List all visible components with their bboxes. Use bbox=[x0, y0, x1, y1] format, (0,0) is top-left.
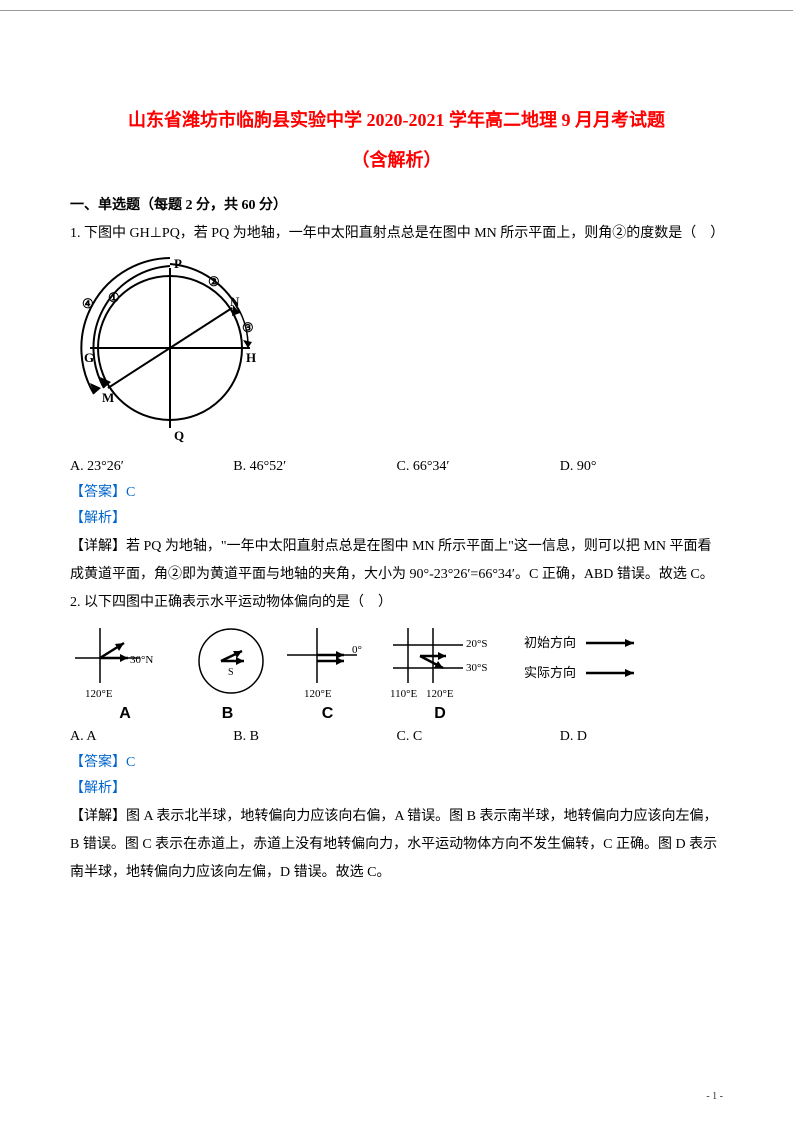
q1-opt-d: D. 90° bbox=[560, 459, 723, 475]
q1-analysis: 【详解】若 PQ 为地轴，"一年中太阳直射点总是在图中 MN 所示平面上"这一信… bbox=[70, 533, 723, 589]
svg-text:N: N bbox=[230, 294, 240, 309]
doc-title-line2: （含解析） bbox=[70, 141, 723, 181]
q2-options: A. A B. B C. C D. D bbox=[70, 729, 723, 745]
svg-text:Q: Q bbox=[174, 428, 184, 443]
section-heading: 一、单选题（每题 2 分，共 60 分） bbox=[70, 194, 723, 214]
q2-label-a: A bbox=[70, 705, 180, 723]
svg-text:G: G bbox=[84, 350, 94, 365]
q2-fig-a: 30°N 120°E bbox=[70, 623, 180, 703]
q2-analysis: 【详解】图 A 表示北半球，地转偏向力应该向右偏，A 错误。图 B 表示南半球，… bbox=[70, 803, 723, 887]
svg-text:①: ① bbox=[108, 290, 120, 305]
svg-text:120°E: 120°E bbox=[85, 688, 113, 700]
svg-text:S: S bbox=[228, 667, 234, 678]
q1-analysis-heading: 【解析】 bbox=[70, 507, 723, 527]
svg-text:0°: 0° bbox=[352, 644, 362, 656]
q1-stem: 1. 下图中 GH⊥PQ，若 PQ 为地轴，一年中太阳直射点总是在图中 MN 所… bbox=[70, 220, 723, 248]
legend-initial-label: 初始方向 bbox=[524, 635, 576, 650]
svg-text:30°S: 30°S bbox=[466, 662, 488, 674]
q2-answer: 【答案】C bbox=[70, 751, 723, 771]
svg-text:P: P bbox=[174, 256, 182, 271]
q2-opt-a: A. A bbox=[70, 729, 233, 745]
doc-title-line1: 山东省潍坊市临朐县实验中学 2020-2021 学年高二地理 9 月月考试题 bbox=[70, 101, 723, 141]
q2-label-d: D bbox=[380, 705, 500, 723]
svg-text:120°E: 120°E bbox=[304, 688, 332, 700]
q2-analysis-heading: 【解析】 bbox=[70, 777, 723, 797]
svg-text:④: ④ bbox=[82, 296, 94, 311]
legend-actual-label: 实际方向 bbox=[524, 665, 576, 680]
q1-opt-c: C. 66°34′ bbox=[397, 459, 560, 475]
svg-text:110°E: 110°E bbox=[390, 688, 417, 700]
svg-text:③: ③ bbox=[242, 320, 254, 335]
q1-opt-a: A. 23°26′ bbox=[70, 459, 233, 475]
q2-fig-c: 0° 120°E bbox=[282, 623, 382, 703]
q2-fig-d: 20°S 30°S 110°E 120°E bbox=[388, 623, 518, 703]
q2-label-c: C bbox=[275, 705, 380, 723]
q2-label-b: B bbox=[180, 705, 275, 723]
q2-fig-labels: A B C D bbox=[70, 705, 723, 723]
q1-opt-b: B. 46°52′ bbox=[233, 459, 396, 475]
q1-answer: 【答案】C bbox=[70, 481, 723, 501]
q2-opt-d: D. D bbox=[560, 729, 723, 745]
svg-text:H: H bbox=[246, 350, 256, 365]
q2-opt-b: B. B bbox=[233, 729, 396, 745]
q1-diagram: P Q G H M N ① ② ③ ④ bbox=[70, 248, 723, 453]
q1-options: A. 23°26′ B. 46°52′ C. 66°34′ D. 90° bbox=[70, 459, 723, 475]
svg-text:②: ② bbox=[208, 274, 220, 289]
page-number: - 1 - bbox=[706, 1091, 723, 1102]
q2-stem: 2. 以下四图中正确表示水平运动物体偏向的是（ ） bbox=[70, 589, 723, 617]
svg-text:20°S: 20°S bbox=[466, 638, 488, 650]
q2-opt-c: C. C bbox=[397, 729, 560, 745]
q2-figures: 30°N 120°E S 0° 120°E bbox=[70, 623, 723, 703]
q2-fig-b: S bbox=[186, 623, 276, 703]
svg-text:M: M bbox=[102, 390, 114, 405]
q2-legend: 初始方向 实际方向 bbox=[524, 623, 674, 703]
svg-text:30°N: 30°N bbox=[130, 654, 153, 666]
svg-text:120°E: 120°E bbox=[426, 688, 454, 700]
